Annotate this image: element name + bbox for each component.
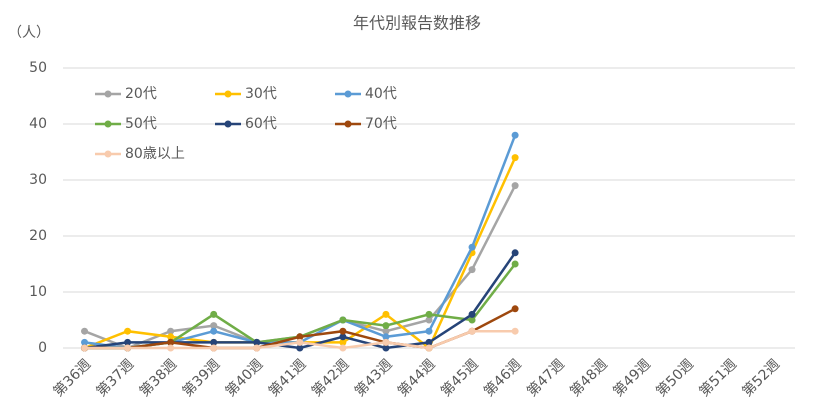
- series-line: [84, 157, 517, 350]
- series-line: [84, 185, 517, 350]
- data-point: [425, 338, 433, 346]
- data-point: [468, 266, 476, 274]
- legend-label: 50代: [125, 116, 157, 132]
- data-point: [382, 310, 390, 318]
- data-point: [210, 327, 218, 335]
- data-point: [81, 338, 89, 346]
- legend-label: 40代: [365, 86, 397, 102]
- data-point: [81, 327, 89, 335]
- data-point: [167, 338, 175, 346]
- data-point: [425, 327, 433, 335]
- data-point: [382, 327, 390, 335]
- data-point: [511, 327, 519, 335]
- data-point: [296, 344, 304, 352]
- data-point: [382, 338, 390, 346]
- data-point: [511, 249, 519, 257]
- data-point: [468, 327, 476, 335]
- x-tick-label: 第43週: [351, 356, 395, 400]
- data-point: [210, 338, 218, 346]
- legend-label: 60代: [245, 116, 277, 132]
- data-point: [468, 243, 476, 251]
- data-point: [511, 182, 519, 190]
- legend-label: 80歳以上: [125, 146, 185, 162]
- data-point: [296, 338, 304, 346]
- legend-label: 70代: [365, 116, 397, 132]
- x-tick-label: 第47週: [523, 356, 567, 400]
- x-tick-label: 第41週: [265, 356, 309, 400]
- x-tick-label: 第46週: [480, 356, 524, 400]
- data-point: [511, 305, 519, 313]
- data-point: [339, 338, 347, 346]
- data-point: [511, 260, 519, 268]
- data-point: [382, 344, 390, 352]
- data-point: [210, 344, 218, 352]
- legend-marker: [224, 120, 232, 128]
- data-point: [167, 344, 175, 352]
- data-point: [81, 344, 89, 352]
- data-point: [339, 327, 347, 335]
- data-point: [167, 333, 175, 341]
- data-point: [253, 344, 261, 352]
- data-point: [124, 327, 132, 335]
- data-point: [511, 154, 519, 162]
- x-tick-label: 第37週: [93, 356, 137, 400]
- y-tick-label: 20: [29, 228, 47, 244]
- data-point: [425, 310, 433, 318]
- data-point: [382, 333, 390, 341]
- data-point: [124, 338, 132, 346]
- data-point: [339, 344, 347, 352]
- x-tick-label: 第49週: [610, 356, 654, 400]
- x-tick-label: 第39週: [179, 356, 223, 400]
- legend-marker: [104, 120, 112, 128]
- data-point: [210, 310, 218, 318]
- y-tick-label: 10: [29, 284, 47, 300]
- x-tick-label: 第45週: [437, 356, 481, 400]
- data-point: [382, 322, 390, 330]
- data-point: [339, 316, 347, 324]
- data-point: [296, 333, 304, 341]
- data-point: [468, 316, 476, 324]
- legend-marker: [224, 90, 232, 98]
- x-tick-label: 第38週: [136, 356, 180, 400]
- data-point: [425, 316, 433, 324]
- data-point: [468, 310, 476, 318]
- data-point: [167, 327, 175, 335]
- chart-title: 年代別報告数推移: [353, 14, 481, 33]
- x-tick-label: 第50週: [653, 356, 697, 400]
- data-point: [124, 344, 132, 352]
- x-tick-label: 第44週: [394, 356, 438, 400]
- legend-marker: [104, 90, 112, 98]
- legend-marker: [104, 150, 112, 158]
- legend-label: 30代: [245, 86, 277, 102]
- x-tick-label: 第36週: [50, 356, 94, 400]
- legend-marker: [344, 90, 352, 98]
- legend-marker: [344, 120, 352, 128]
- y-axis-label: （人）: [8, 25, 50, 41]
- data-point: [511, 131, 519, 139]
- y-tick-label: 40: [29, 116, 47, 132]
- data-point: [425, 344, 433, 352]
- y-tick-label: 30: [29, 172, 47, 188]
- x-tick-label: 第40週: [222, 356, 266, 400]
- legend-label: 20代: [125, 86, 157, 102]
- x-tick-label: 第48週: [566, 356, 610, 400]
- data-point: [339, 333, 347, 341]
- y-tick-label: 0: [38, 340, 47, 356]
- x-tick-label: 第52週: [739, 356, 783, 400]
- data-point: [253, 338, 261, 346]
- y-tick-label: 50: [29, 60, 47, 76]
- x-tick-label: 第42週: [308, 356, 352, 400]
- data-point: [210, 322, 218, 330]
- x-tick-label: 第51週: [696, 356, 740, 400]
